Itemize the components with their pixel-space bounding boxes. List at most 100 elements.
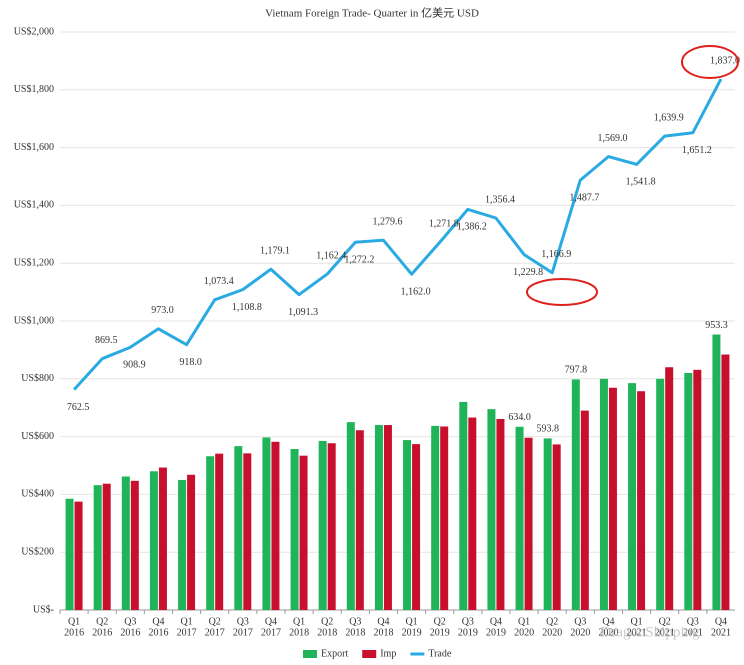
x-tick-label: 2016 bbox=[92, 627, 112, 638]
x-tick-label: Q1 bbox=[293, 616, 305, 627]
x-tick-label: Q3 bbox=[124, 616, 136, 627]
x-tick-label: 2016 bbox=[148, 627, 168, 638]
bar bbox=[487, 409, 496, 610]
x-tick-label: 2021 bbox=[683, 627, 703, 638]
data-label: 1,271.8 bbox=[429, 219, 459, 230]
x-tick-label: 2020 bbox=[514, 627, 534, 638]
bar bbox=[102, 483, 111, 610]
x-tick-label: Q2 bbox=[546, 616, 558, 627]
bar bbox=[206, 456, 215, 610]
bar bbox=[243, 453, 252, 610]
x-tick-label: 2016 bbox=[64, 627, 84, 638]
y-tick-label: US$- bbox=[33, 604, 54, 615]
bar bbox=[412, 444, 421, 610]
x-tick-label: 2020 bbox=[542, 627, 562, 638]
y-tick-label: US$200 bbox=[21, 546, 54, 557]
bar bbox=[130, 480, 139, 610]
x-tick-label: Q4 bbox=[377, 616, 389, 627]
data-label: 797.8 bbox=[565, 365, 588, 376]
bar bbox=[543, 438, 552, 610]
x-tick-label: Q4 bbox=[265, 616, 277, 627]
x-tick-label: 2017 bbox=[261, 627, 281, 638]
legend-label: Export bbox=[321, 648, 348, 659]
data-label: 1,108.8 bbox=[232, 302, 262, 313]
data-label: 634.0 bbox=[508, 412, 531, 423]
highlight-circle bbox=[526, 278, 598, 306]
x-tick-label: 2017 bbox=[205, 627, 225, 638]
x-tick-label: Q2 bbox=[659, 616, 671, 627]
data-label: 953.3 bbox=[705, 320, 728, 331]
x-tick-label: 2016 bbox=[120, 627, 140, 638]
bar bbox=[346, 422, 355, 610]
x-tick-label: Q3 bbox=[349, 616, 361, 627]
bar bbox=[571, 379, 580, 610]
bar bbox=[178, 479, 187, 610]
x-tick-label: 2017 bbox=[233, 627, 253, 638]
y-tick-label: US$1,400 bbox=[14, 200, 54, 211]
bar bbox=[693, 369, 702, 610]
y-tick-label: US$1,000 bbox=[14, 315, 54, 326]
x-tick-label: 2019 bbox=[402, 627, 422, 638]
bar bbox=[383, 425, 392, 610]
x-tick-label: 2017 bbox=[177, 627, 197, 638]
x-tick-label: Q4 bbox=[602, 616, 614, 627]
bar bbox=[656, 378, 665, 610]
legend-swatch bbox=[303, 650, 317, 658]
data-label: 1,356.4 bbox=[485, 194, 515, 205]
bar bbox=[355, 430, 364, 610]
y-tick-label: US$400 bbox=[21, 489, 54, 500]
data-label: 762.5 bbox=[67, 402, 90, 413]
x-tick-label: 2021 bbox=[627, 627, 647, 638]
bar bbox=[290, 449, 299, 610]
bar bbox=[187, 474, 196, 610]
x-tick-label: Q2 bbox=[321, 616, 333, 627]
x-tick-label: Q2 bbox=[209, 616, 221, 627]
bar bbox=[374, 425, 383, 610]
chart-title: Vietnam Foreign Trade- Quarter in 亿美元 US… bbox=[265, 7, 479, 20]
bar bbox=[431, 425, 440, 610]
x-tick-label: Q4 bbox=[490, 616, 502, 627]
x-tick-label: Q3 bbox=[687, 616, 699, 627]
bar bbox=[121, 476, 130, 610]
data-label: 1,639.9 bbox=[654, 112, 684, 123]
data-label: 1,162.0 bbox=[401, 286, 431, 297]
y-tick-label: US$1,600 bbox=[14, 142, 54, 153]
bar bbox=[234, 446, 243, 610]
data-label: 1,091.3 bbox=[288, 307, 318, 318]
bar bbox=[74, 501, 83, 610]
bar bbox=[158, 467, 167, 610]
bar bbox=[149, 471, 158, 610]
x-tick-label: 2019 bbox=[458, 627, 478, 638]
legend-label: Trade bbox=[428, 648, 452, 659]
bar bbox=[515, 426, 524, 610]
data-label: 1,837.0 bbox=[710, 55, 740, 66]
x-tick-label: Q1 bbox=[180, 616, 192, 627]
bar bbox=[684, 373, 693, 610]
data-label: 1,541.8 bbox=[626, 177, 656, 188]
x-tick-label: 2020 bbox=[598, 627, 618, 638]
data-label: 1,386.2 bbox=[457, 222, 487, 233]
bar bbox=[496, 418, 505, 610]
x-tick-label: Q3 bbox=[462, 616, 474, 627]
bar bbox=[580, 410, 589, 610]
data-label: 869.5 bbox=[95, 335, 118, 346]
bar bbox=[637, 391, 646, 610]
bar bbox=[93, 485, 102, 610]
bar bbox=[599, 378, 608, 610]
bar bbox=[299, 455, 308, 610]
x-tick-label: Q1 bbox=[68, 616, 80, 627]
bar bbox=[524, 437, 533, 610]
bar bbox=[215, 453, 224, 610]
x-tick-label: 2020 bbox=[570, 627, 590, 638]
x-tick-label: 2021 bbox=[711, 627, 731, 638]
x-tick-label: Q1 bbox=[630, 616, 642, 627]
bar bbox=[468, 417, 477, 610]
x-tick-label: 2018 bbox=[373, 627, 393, 638]
x-tick-label: 2019 bbox=[430, 627, 450, 638]
y-tick-label: US$1,200 bbox=[14, 257, 54, 268]
data-label: 918.0 bbox=[179, 357, 202, 368]
data-label: 1,272.2 bbox=[344, 255, 374, 266]
x-tick-label: Q4 bbox=[152, 616, 164, 627]
x-tick-label: Q3 bbox=[574, 616, 586, 627]
